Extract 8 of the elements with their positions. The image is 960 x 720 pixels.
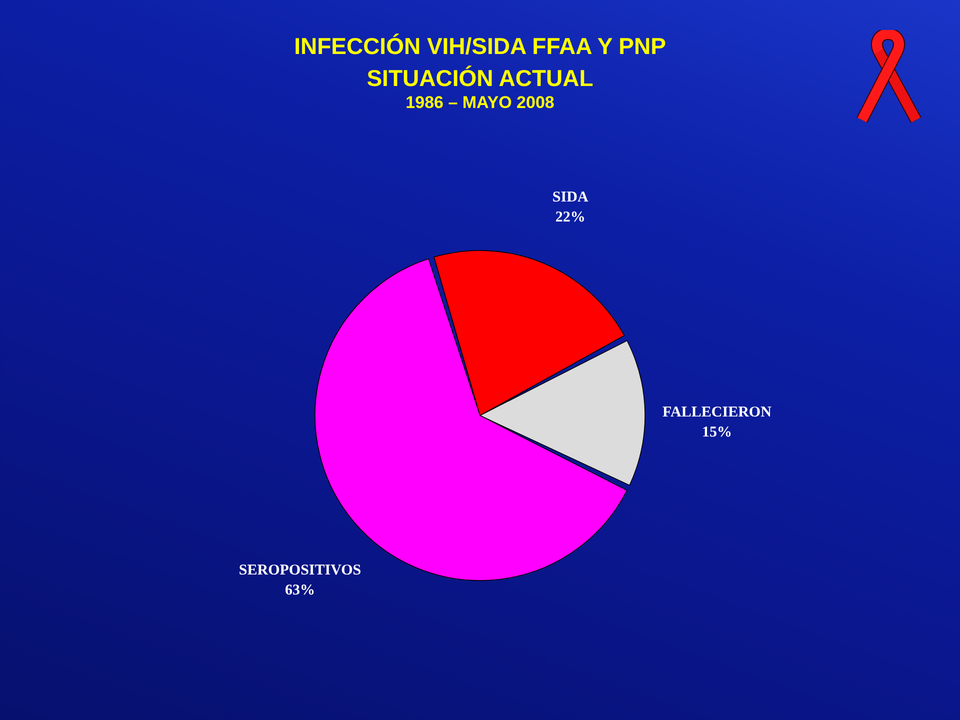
slice-label: FALLECIERON: [662, 404, 772, 420]
data-label: 22%: [555, 209, 586, 226]
slice-label: SIDA: [552, 189, 588, 206]
slice-label: SEROPOSITIVOS: [238, 562, 362, 579]
data-label: 15%: [702, 424, 732, 440]
chart-subtitle: 1986 – MAYO 2008: [406, 93, 554, 112]
data-label: 63%: [285, 582, 316, 599]
chart-title: INFECCIÓN VIH/SIDA FFAA Y PNP SITUACIÓN ACTUAL: [294, 33, 666, 91]
